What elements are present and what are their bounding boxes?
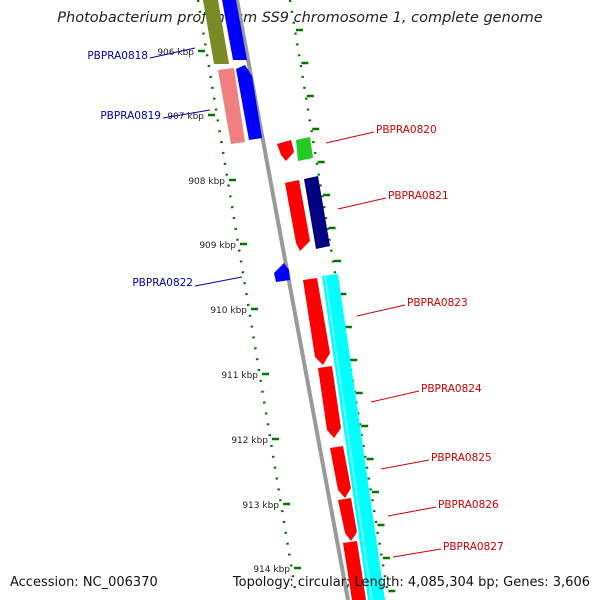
gene-0824-red <box>318 366 341 438</box>
scale-label: 908 kbp <box>188 177 225 187</box>
right-dotted-guide <box>288 0 390 596</box>
gene-leader-line <box>194 276 243 287</box>
gene-block-salmon <box>218 68 245 144</box>
gene-label-pbpra0822[interactable]: PBPRA0822 <box>132 277 193 289</box>
gene-block-olive <box>203 0 229 64</box>
gene-leader-line <box>337 197 387 210</box>
scale-label: 914 kbp <box>253 565 290 575</box>
scale-label: 912 kbp <box>231 436 268 446</box>
gene-leader-line <box>162 109 211 119</box>
gene-0820-green <box>296 137 313 161</box>
gene-cyan-edge <box>324 275 373 600</box>
accession-text: Accession: NC_006370 <box>10 575 158 590</box>
scale-label: 909 kbp <box>199 241 236 251</box>
gene-block-blue-0819 <box>236 65 262 140</box>
gene-leader-line <box>392 548 442 558</box>
gene-leader-line <box>387 506 437 517</box>
gene-label-pbpra0820[interactable]: PBPRA0820 <box>376 124 437 136</box>
gene-block-blue-top <box>222 0 247 60</box>
gene-0827-red <box>343 541 366 600</box>
gene-label-pbpra0818[interactable]: PBPRA0818 <box>87 50 148 62</box>
gene-leader-line <box>325 131 375 144</box>
scale-label: 910 kbp <box>210 306 247 316</box>
gene-0825-red <box>330 446 351 498</box>
gene-label-pbpra0821[interactable]: PBPRA0821 <box>388 190 449 202</box>
gene-label-pbpra0823[interactable]: PBPRA0823 <box>407 297 468 309</box>
gene-leader-line <box>380 459 430 470</box>
gene-block-cyan <box>322 274 385 600</box>
gene-0823-red <box>303 278 330 365</box>
gene-label-pbpra0826[interactable]: PBPRA0826 <box>438 499 499 511</box>
scale-label: 906 kbp <box>157 48 194 58</box>
scale-label: 913 kbp <box>242 501 279 511</box>
gene-0822-blue <box>274 263 290 282</box>
gene-leader-line <box>370 390 420 403</box>
scale-label: 911 kbp <box>221 371 258 381</box>
gene-leader-line <box>356 304 406 317</box>
gene-0821-red <box>285 180 310 251</box>
gene-label-pbpra0819[interactable]: PBPRA0819 <box>100 110 161 122</box>
gene-0820-red <box>277 140 294 161</box>
gene-label-pbpra0824[interactable]: PBPRA0824 <box>421 383 482 395</box>
gene-leader-line <box>149 47 196 59</box>
gene-label-pbpra0825[interactable]: PBPRA0825 <box>431 452 492 464</box>
gene-0821-navy <box>304 176 330 249</box>
gene-label-pbpra0827[interactable]: PBPRA0827 <box>443 541 504 553</box>
map-title: Photobacterium profundum SS9 chromosome … <box>57 10 543 26</box>
left-dotted-guide <box>196 0 298 596</box>
scale-label: 907 kbp <box>167 112 204 122</box>
gene-0826-red <box>338 498 357 541</box>
genome-summary: Topology: circular; Length: 4,085,304 bp… <box>232 575 590 590</box>
